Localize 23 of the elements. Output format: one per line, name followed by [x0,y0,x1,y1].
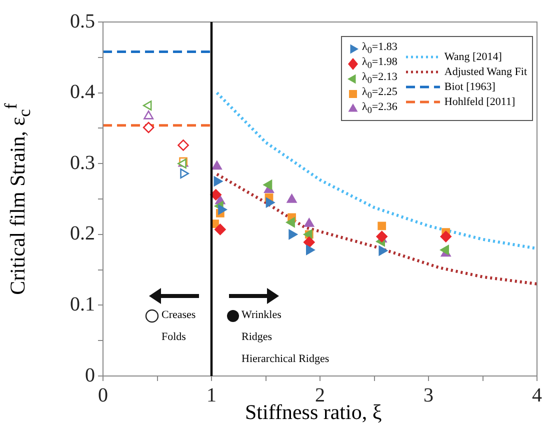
y-tick-label: 0.2 [70,222,95,245]
legend-label: Wang [2014] [444,50,502,62]
y-tick-label: 0.1 [70,293,95,316]
y-tick-label: 0.3 [70,152,95,174]
annotation: Hierarchical Ridges [242,353,330,366]
legend-label: Adjusted Wang Fit [444,66,528,78]
y-tick-label: 0.5 [70,10,95,32]
legend-label: Biot [1963] [444,80,496,92]
x-tick-label: 3 [424,384,434,406]
x-tick-label: 1 [206,384,216,406]
y-tick-label: 0 [85,364,95,386]
legend-label: Hohlfeld [2011] [444,96,516,108]
annotation: Folds [162,331,186,344]
annotation: Wrinkles [242,309,282,322]
legend-label: λ$_{0}$=2.36 [362,101,398,116]
legend-label: λ$_{0}$=1.83 [362,41,398,56]
annotation: Ridges [242,331,272,344]
y-tick-label: 0.4 [70,81,95,104]
annotation: Creases [162,309,196,322]
x-tick-label: 4 [532,384,542,406]
legend-label: λ$_{0}$=1.98 [362,56,398,71]
legend-label: λ$_{0}$=2.13 [362,71,398,86]
legend-label: λ$_{0}$=2.25 [362,86,398,101]
